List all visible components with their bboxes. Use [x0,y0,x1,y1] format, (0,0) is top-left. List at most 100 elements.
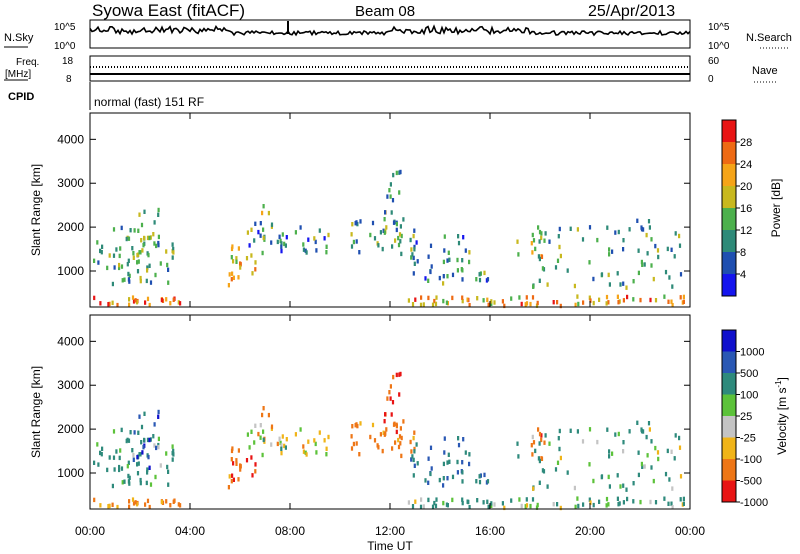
velocity-cell [478,479,482,485]
colorbar-tick-label: 12 [740,225,752,237]
velocity-cell [248,445,251,450]
velocity-cell [548,441,551,446]
power-cell [149,235,152,240]
velocity-cell [536,502,539,508]
velocity-cell [245,458,249,463]
power-cell [645,232,648,238]
velocity-cell [530,443,533,448]
velocity-cell [228,474,231,479]
power-cell [395,221,398,227]
colorbar-tick-label: -25 [740,433,756,445]
power-cell [581,237,585,242]
velocity-panel-background [90,315,690,509]
power-cell [231,271,234,276]
velocity-cell [632,499,635,504]
velocity-label-main: Velocity [m s [775,388,789,455]
velocity-cell [128,475,131,481]
velocity-cell [119,448,122,453]
colorbar-segment [722,120,736,142]
velocity-cell [559,455,562,461]
velocity-cell [483,472,486,478]
velocity-cell [116,504,119,510]
power-cell [389,182,392,187]
power-cell [239,265,242,270]
power-cell [445,300,448,305]
power-cell [501,299,504,304]
velocity-cell [398,392,401,397]
velocity-cell [461,497,464,502]
power-cell [442,274,445,279]
velocity-cell [139,480,142,486]
power-cell [622,281,625,286]
velocity-cell [501,501,504,506]
velocity-cell [448,459,451,464]
velocity-cell [397,444,401,450]
velocity-cell [608,449,611,454]
power-cell [531,250,534,255]
power-y-ticks: 1000 2000 3000 4000 [57,132,690,278]
power-cell [392,220,396,225]
velocity-cell [280,450,283,456]
colorbar-tick-label: -500 [740,476,762,488]
power-cell [468,250,471,255]
velocity-cell [113,467,116,472]
power-cell [283,241,286,247]
power-cell [132,299,136,304]
power-cell [148,235,151,241]
power-cell [678,243,682,248]
velocity-cell [355,441,358,446]
velocity-cell [143,437,146,443]
power-cell [354,221,357,226]
power-cell [118,262,121,268]
power-cell [171,255,174,260]
velocity-cell [427,480,430,485]
colorbar-segment [722,274,736,296]
velocity-cell [100,452,103,457]
velocity-cell [636,420,639,425]
velocity-cell [237,448,240,453]
power-cell [139,275,142,281]
velocity-cell [637,450,640,455]
power-cell [251,271,254,276]
power-cell [490,301,493,306]
velocity-cell [146,467,149,472]
power-cell [99,301,102,306]
velocity-cell [257,431,260,437]
x-tick-label: 00:00 [75,524,105,538]
velocity-cell [429,471,432,477]
velocity-cell [115,449,118,454]
colorbar-segment [722,142,736,164]
colorbar-tick-label: 24 [740,159,752,171]
velocity-cell [490,501,493,506]
power-cell [140,238,143,243]
colorbar-segment [722,186,736,208]
velocity-cell [589,500,592,505]
velocity-cell [431,504,435,509]
power-cell [231,244,234,249]
nave-label: Nave [752,65,778,77]
beam-label: Beam 08 [355,3,415,20]
power-cell [383,230,386,235]
power-cell [108,301,111,307]
power-cell [434,301,438,307]
velocity-cell [461,500,464,506]
power-cell [628,227,631,232]
velocity-cell [493,502,496,507]
cpid-label: CPID [8,91,34,103]
velocity-cell [388,390,391,395]
power-cell [96,240,99,245]
power-cell [525,301,529,306]
velocity-cell [141,450,144,455]
velocity-cell [534,448,537,454]
nave-tick-top: 60 [708,56,720,67]
power-cell [608,252,611,257]
power-cell [589,298,592,303]
velocity-cell [588,497,591,502]
power-cell [420,295,423,300]
velocity-cell [138,452,141,457]
power-cell [447,250,450,255]
velocity-cell [136,454,139,460]
power-cell [461,295,464,300]
power-cell [611,249,614,254]
power-cell [129,228,132,233]
